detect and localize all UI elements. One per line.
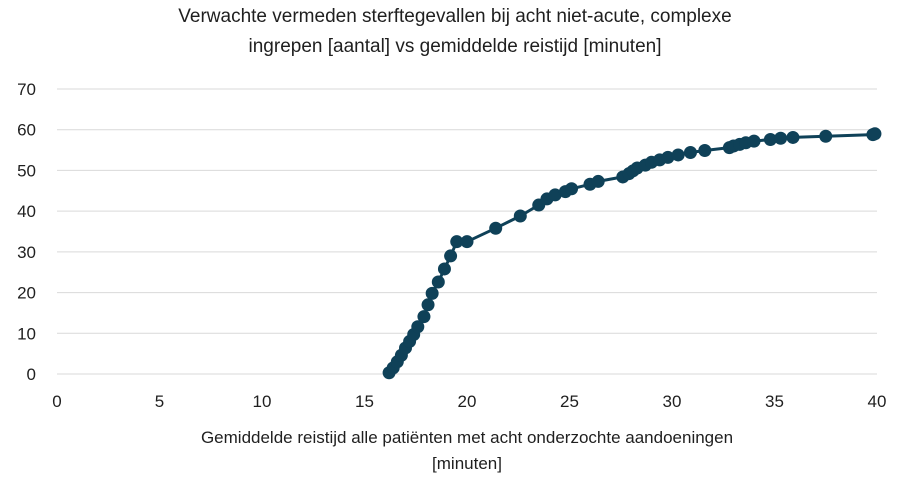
- x-tick-label: 20: [458, 392, 477, 411]
- y-tick-label: 60: [17, 121, 36, 140]
- data-point: [683, 146, 697, 160]
- x-axis-label-line-2: [minuten]: [432, 454, 502, 473]
- x-tick-label: 30: [663, 392, 682, 411]
- y-tick-label: 30: [17, 243, 36, 262]
- y-tick-label: 0: [27, 365, 36, 384]
- x-tick-label: 40: [868, 392, 887, 411]
- y-tick-label: 10: [17, 324, 36, 343]
- data-point: [774, 131, 788, 145]
- chart-title: Verwachte vermeden sterftegevallen bij a…: [178, 6, 731, 57]
- x-tick-label: 25: [560, 392, 579, 411]
- data-point: [786, 130, 800, 144]
- data-point: [489, 221, 503, 235]
- data-point: [513, 209, 527, 223]
- data-point: [661, 150, 675, 164]
- data-point: [763, 132, 777, 146]
- y-tick-label: 50: [17, 161, 36, 180]
- data-point: [421, 298, 435, 312]
- x-axis-ticks: 0 5 10 15 20 25 30 35 40: [52, 392, 886, 411]
- x-axis-label: Gemiddelde reistijd alle patiënten met a…: [201, 428, 733, 473]
- x-tick-label: 15: [355, 392, 374, 411]
- data-point: [698, 143, 712, 157]
- gridlines: [57, 88, 877, 334]
- data-point: [444, 249, 458, 263]
- data-point: [565, 182, 579, 196]
- y-tick-label: 20: [17, 284, 36, 303]
- y-tick-label: 40: [17, 202, 36, 221]
- data-point: [411, 320, 425, 334]
- data-point: [819, 129, 833, 143]
- x-tick-label: 0: [52, 392, 61, 411]
- data-point: [460, 235, 474, 249]
- data-point: [437, 262, 451, 276]
- series-layer: [382, 127, 882, 380]
- data-point: [671, 148, 685, 162]
- data-point: [747, 134, 761, 148]
- chart-title-line-2: ingrepen [aantal] vs gemiddelde reistijd…: [249, 36, 662, 57]
- x-axis-label-line-1: Gemiddelde reistijd alle patiënten met a…: [201, 428, 733, 447]
- data-point: [868, 127, 882, 141]
- x-tick-label: 5: [155, 392, 164, 411]
- chart-title-line-1: Verwachte vermeden sterftegevallen bij a…: [178, 6, 731, 27]
- data-point: [417, 310, 431, 324]
- data-point: [431, 275, 445, 289]
- x-tick-label: 10: [253, 392, 272, 411]
- data-point: [450, 235, 464, 249]
- x-tick-label: 35: [765, 392, 784, 411]
- data-point: [591, 174, 605, 188]
- data-point: [425, 286, 439, 300]
- data-point: [548, 188, 562, 202]
- y-tick-label: 70: [17, 80, 36, 99]
- y-axis-ticks: 0 10 20 30 40 50 60 70: [17, 80, 36, 384]
